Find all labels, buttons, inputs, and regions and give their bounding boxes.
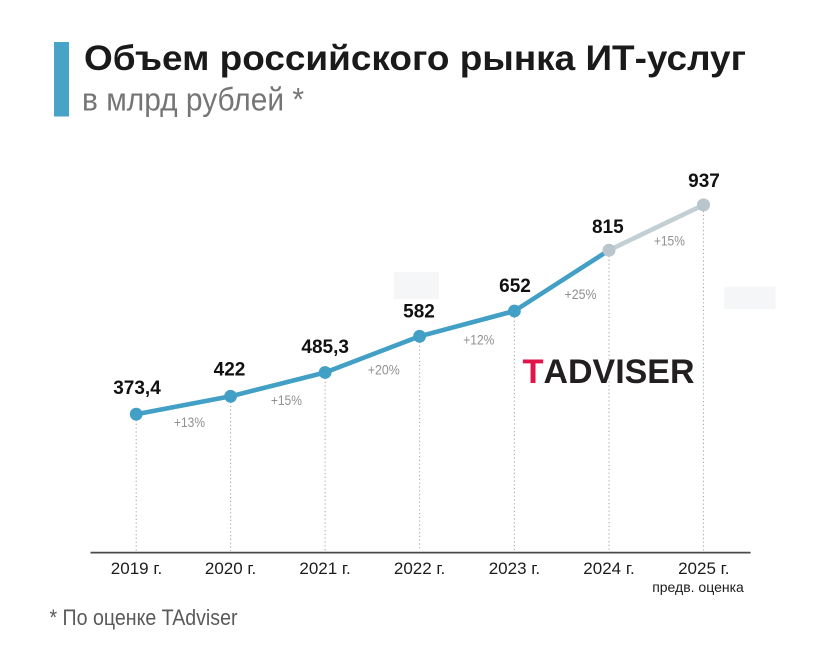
svg-text:652: 652	[499, 276, 531, 297]
svg-text:+25%: +25%	[565, 286, 597, 302]
svg-text:582: 582	[403, 302, 435, 323]
svg-text:+12%: +12%	[463, 332, 494, 348]
svg-text:2022 г.: 2022 г.	[394, 559, 445, 578]
svg-text:T: T	[523, 353, 544, 391]
svg-text:в млрд рублей *: в млрд рублей *	[82, 82, 304, 118]
svg-text:ADVISER: ADVISER	[544, 353, 695, 391]
svg-text:предв. оценка: предв. оценка	[652, 579, 744, 595]
svg-text:815: 815	[592, 217, 624, 238]
svg-text:* По оценке TAdviser: * По оценке TAdviser	[50, 605, 238, 630]
svg-text:373,4: 373,4	[113, 378, 161, 399]
svg-text:485,3: 485,3	[301, 337, 349, 358]
svg-text:2024 г.: 2024 г.	[583, 559, 634, 578]
svg-text:+20%: +20%	[368, 362, 400, 378]
svg-text:Объем российского рынка ИТ-усл: Объем российского рынка ИТ-услуг	[84, 39, 746, 78]
svg-text:+15%: +15%	[271, 392, 302, 408]
svg-text:2021 г.: 2021 г.	[299, 559, 350, 578]
svg-text:+13%: +13%	[174, 414, 205, 430]
svg-text:2019 г.: 2019 г.	[111, 559, 162, 578]
svg-text:2025 г.: 2025 г.	[678, 559, 729, 578]
svg-text:422: 422	[214, 360, 246, 381]
svg-text:937: 937	[688, 171, 720, 192]
svg-text:+15%: +15%	[654, 233, 685, 249]
svg-text:2023 г.: 2023 г.	[489, 559, 540, 578]
svg-text:2020 г.: 2020 г.	[205, 559, 256, 578]
